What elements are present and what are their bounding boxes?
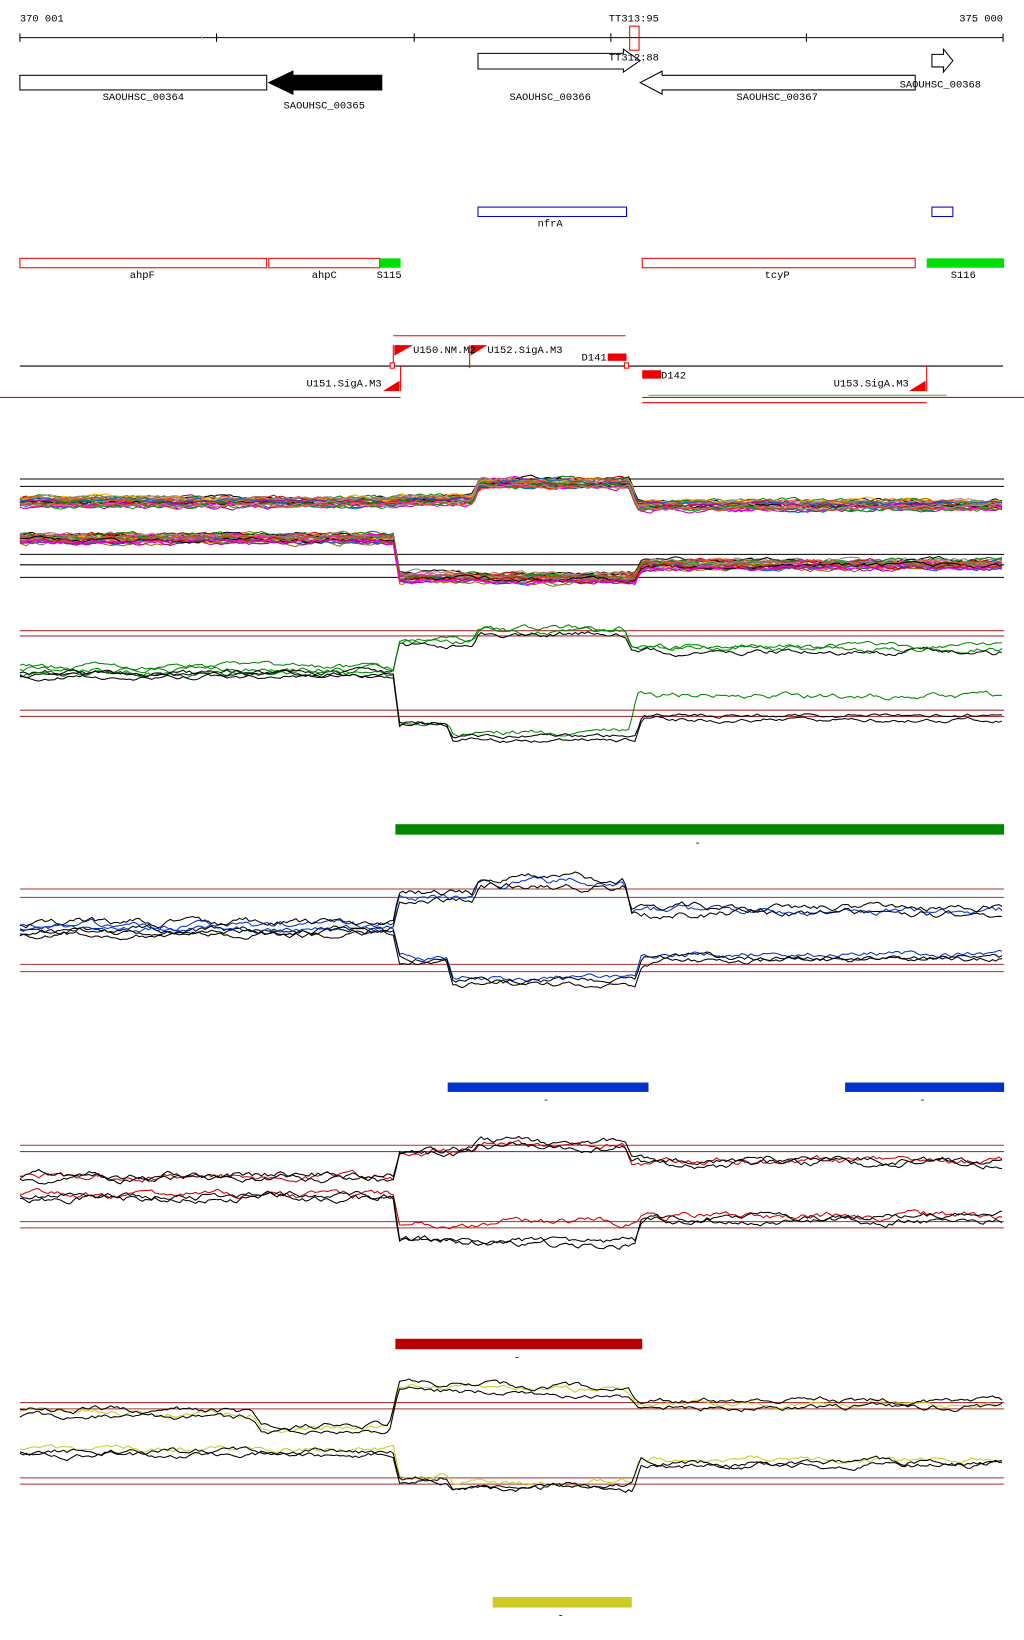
expression-line	[19, 871, 1003, 929]
track-bar	[395, 824, 1005, 835]
expression-line	[19, 1386, 1003, 1435]
label: ahpC	[312, 270, 337, 282]
expression-line	[19, 923, 1003, 983]
expression-line	[19, 1191, 1003, 1250]
expression-line	[19, 625, 1003, 674]
label: nfrA	[538, 219, 564, 231]
expression-line	[19, 530, 1003, 579]
regulon	[931, 206, 954, 218]
feature	[641, 257, 916, 269]
track-bar	[447, 1082, 649, 1092]
expression-line	[19, 1141, 1003, 1185]
expression-line	[19, 876, 1003, 932]
label: SAOUHSC_00365	[284, 100, 365, 112]
terminator	[629, 25, 640, 51]
feature	[19, 257, 268, 269]
track-bar	[845, 1082, 1005, 1092]
label: TT312:88	[609, 52, 659, 64]
expression-line	[19, 1378, 1003, 1431]
feature	[926, 258, 1005, 268]
label: tcyP	[765, 270, 790, 282]
label: -	[514, 1352, 520, 1364]
expression-line	[19, 1446, 1003, 1491]
expression-line	[19, 1135, 1003, 1182]
expression-line	[19, 1444, 1003, 1488]
expression-line	[19, 669, 1003, 740]
label: -	[919, 1095, 925, 1107]
gene	[477, 48, 642, 74]
expression-line	[19, 535, 1003, 584]
promoter-flag	[908, 380, 926, 392]
expression-line	[19, 534, 1003, 582]
label: TT313:95	[609, 14, 659, 26]
expression-line	[19, 624, 1003, 672]
label: 370 001	[20, 14, 64, 26]
promoter	[642, 370, 662, 379]
expression-line	[19, 536, 1003, 586]
promoter-flag	[394, 345, 414, 356]
expression-line	[19, 1139, 1003, 1183]
label: S115	[377, 270, 402, 282]
gene	[931, 47, 954, 74]
expression-line	[19, 484, 1003, 512]
label: -	[543, 1095, 549, 1107]
expression-line	[19, 1450, 1003, 1493]
expression-line	[19, 536, 1003, 585]
expression-line	[19, 538, 1003, 586]
feature	[268, 257, 381, 269]
label: 375 000	[959, 14, 1003, 26]
label: SAOUHSC_00366	[509, 92, 590, 104]
track-bar	[492, 1597, 632, 1608]
label: SAOUHSC_00367	[736, 92, 817, 104]
regulon	[477, 206, 628, 218]
label: -	[558, 1611, 564, 1623]
label: -	[695, 838, 701, 850]
promoter	[607, 353, 627, 361]
label: U153.SigA.M3	[834, 379, 909, 391]
expression-line	[19, 1190, 1003, 1245]
track-bar	[395, 1338, 643, 1350]
label: S116	[951, 270, 976, 282]
gene	[267, 70, 383, 95]
feature	[379, 258, 401, 268]
label: U150.NM.M2	[413, 345, 476, 357]
promoter	[623, 362, 630, 369]
expression-line	[19, 631, 1003, 678]
expression-line	[19, 673, 1003, 743]
expression-line	[19, 926, 1003, 986]
label: D142	[661, 370, 686, 382]
promoter-flag	[382, 380, 400, 392]
label: D141	[582, 352, 607, 364]
label: U151.SigA.M3	[306, 379, 381, 391]
label: SAOUHSC_00368	[900, 79, 981, 91]
expression-line	[19, 670, 1003, 738]
expression-line	[19, 480, 1003, 509]
gene	[19, 74, 268, 91]
label: ahpF	[130, 270, 155, 282]
label: SAOUHSC_00364	[103, 92, 184, 104]
expression-line	[19, 1188, 1003, 1230]
label: U152.SigA.M3	[487, 345, 562, 357]
gene	[638, 70, 916, 95]
promoter	[389, 362, 395, 369]
expression-line	[19, 929, 1003, 989]
